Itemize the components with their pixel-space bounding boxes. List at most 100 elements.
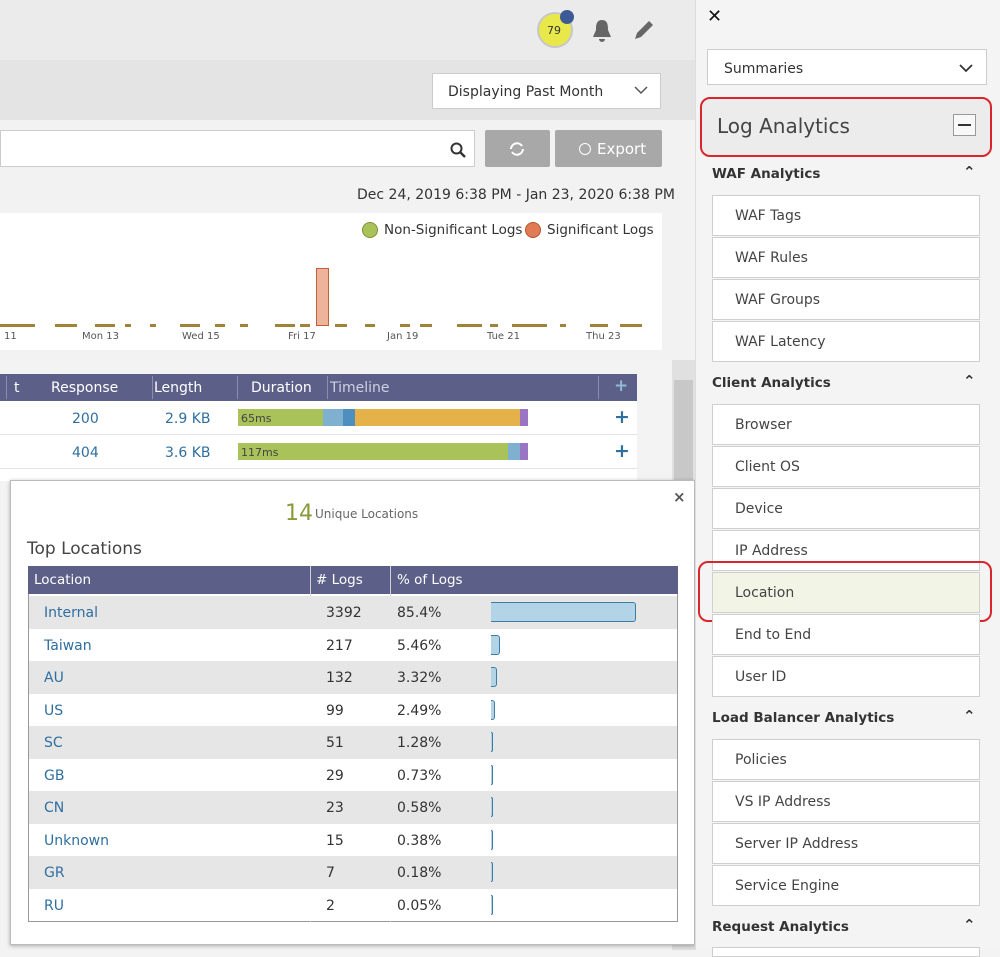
log-percent: 3.32% [397,670,442,686]
x-label: Wed 15 [182,331,220,342]
location-name[interactable]: Internal [44,605,98,621]
location-row[interactable] [29,758,677,791]
menu-item[interactable] [712,823,980,864]
minibar [512,324,547,327]
minibar [560,324,566,327]
location-name[interactable]: AU [44,670,64,686]
bell-icon[interactable] [590,18,614,44]
summaries-dropdown[interactable] [707,49,987,85]
location-row[interactable] [29,888,677,921]
shield-icon [560,10,574,24]
duration: 65ms [241,412,272,425]
menu-item[interactable] [712,237,980,278]
group-chevron[interactable]: ⌃ [963,163,976,181]
location-row[interactable] [29,823,677,856]
menu-item-label[interactable]: Location [735,585,795,601]
menu-item[interactable] [712,279,980,320]
minibar [180,324,200,327]
menu-item-label[interactable]: WAF Rules [735,250,808,266]
location-row[interactable] [29,661,677,694]
refresh-button[interactable] [485,130,550,167]
search-input[interactable] [0,130,475,167]
location-name[interactable]: RU [44,897,64,914]
column-header: Response [51,380,119,396]
group-title[interactable]: Client Analytics [712,375,831,391]
location-name[interactable]: Taiwan [44,637,92,654]
menu-item-label[interactable]: Policies [735,752,787,768]
group-title[interactable]: WAF Analytics [712,166,821,182]
percent-bar [491,667,497,687]
menu-item-label[interactable]: WAF Tags [735,208,802,224]
section-header[interactable] [700,97,992,157]
edit-icon[interactable] [632,18,656,42]
location-row[interactable] [29,791,677,824]
minibar [590,324,608,327]
timeline-segment [343,409,355,426]
time-range: Displaying Past Month [448,84,604,100]
response: 404 [72,445,99,461]
log-count: 2 [326,897,335,914]
group-title[interactable]: Request Analytics [712,919,849,935]
menu-item[interactable] [712,321,980,362]
menu-item-label[interactable]: Device [735,501,783,517]
menu-item-label[interactable]: Browser [735,417,792,433]
menu-item[interactable] [712,488,980,529]
group-chevron[interactable]: ⌃ [963,372,976,390]
timeline-segment [520,409,528,426]
menu-item-label[interactable]: Server IP Address [735,836,859,852]
location-name[interactable]: CN [44,800,65,816]
menu-item[interactable] [712,614,980,655]
legend-label: Significant Logs [547,222,654,238]
menu-item[interactable] [712,404,980,445]
menu-item-label[interactable]: User ID [735,669,787,685]
minibar [0,324,35,327]
chevron [634,86,648,95]
x-label: 11 [4,331,17,342]
menu-item[interactable] [712,195,980,236]
location-name[interactable]: US [44,702,64,719]
menu-item[interactable] [712,446,980,487]
group-chevron[interactable]: ⌃ [963,916,976,934]
menu-item-label[interactable]: Service Engine [735,878,840,894]
location-row[interactable] [29,693,677,726]
search-icon [450,142,466,158]
menu-item[interactable] [712,947,980,957]
menu-item[interactable] [712,781,980,822]
location-row[interactable] [29,628,677,661]
log-count: 51 [326,735,344,751]
menu-item-label[interactable]: WAF Groups [735,292,821,308]
menu-item-label[interactable]: End to End [735,627,812,643]
close-sidebar[interactable]: ✕ [707,6,723,27]
menu-item[interactable] [712,572,980,613]
add-column[interactable]: + [614,376,629,396]
group-title[interactable]: Load Balancer Analytics [712,710,895,726]
menu-item[interactable] [712,530,980,571]
menu-item-label[interactable]: IP Address [735,543,808,559]
expand-row[interactable]: + [614,440,630,462]
menu-item-label[interactable]: WAF Latency [735,334,826,350]
export-button[interactable] [555,130,662,167]
menu-item[interactable] [712,656,980,697]
group-chevron[interactable]: ⌃ [963,707,976,725]
x-label: Thu 23 [586,331,621,342]
location-name[interactable]: SC [44,735,63,751]
location-row[interactable] [29,856,677,889]
menu-item[interactable] [712,739,980,780]
expand-row[interactable]: + [614,406,630,428]
percent-bar [491,732,494,752]
menu-item[interactable] [712,865,980,906]
timeline-segment [323,409,343,426]
refresh-icon [510,142,524,156]
menu-item-label[interactable]: VS IP Address [735,794,831,810]
minus-icon [958,124,971,126]
location-row[interactable] [29,726,677,759]
timeline-segment [238,443,508,460]
location-name[interactable]: Unknown [44,832,109,849]
close-popup[interactable]: × [673,488,686,506]
time-range-dropdown[interactable] [432,73,661,109]
location-name[interactable]: GB [44,767,65,784]
log-percent: 0.18% [397,865,442,881]
menu-item-label[interactable]: Client OS [735,459,800,475]
response: 200 [72,411,99,427]
location-name[interactable]: GR [44,865,65,881]
